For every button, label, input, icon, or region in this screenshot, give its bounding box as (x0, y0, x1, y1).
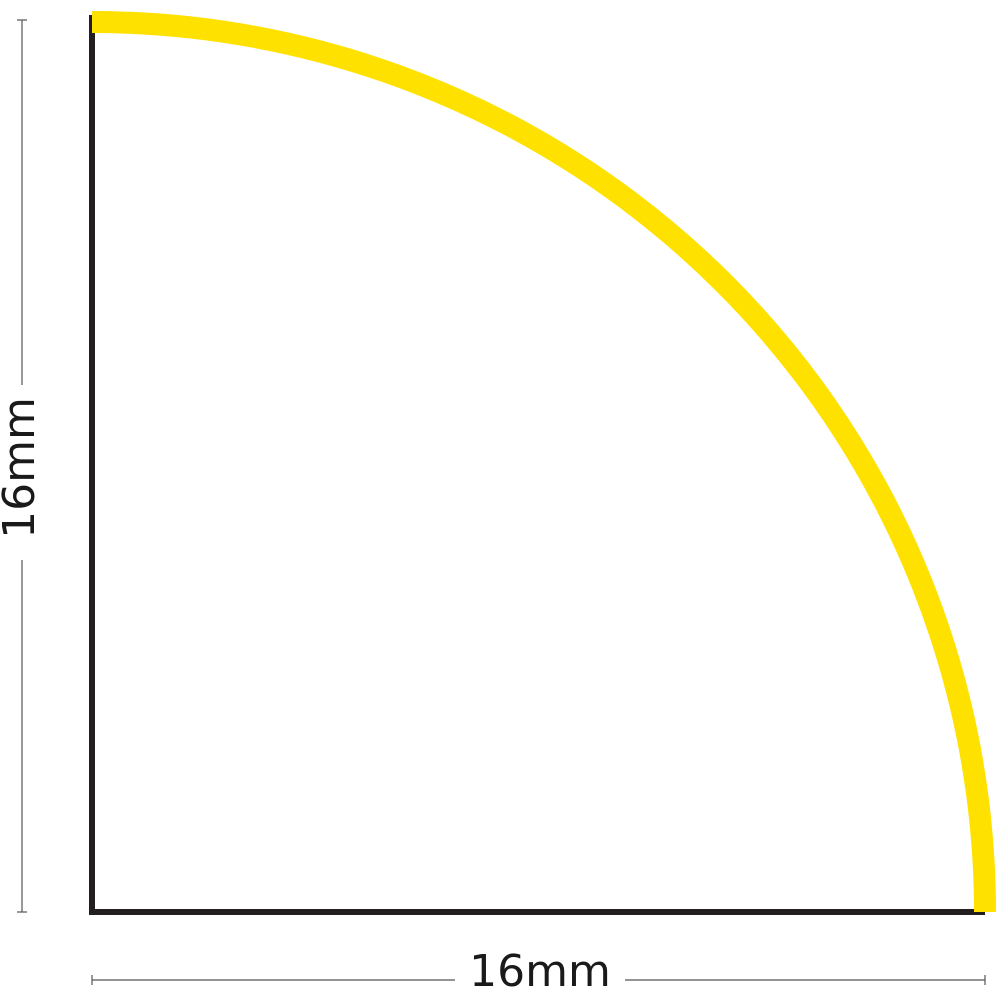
width-label: 16mm (469, 946, 611, 997)
width-dimension: 16mm (91, 946, 986, 997)
diffuser-arc (91, 11, 996, 913)
profile-outline (89, 15, 985, 915)
height-dimension: 16mm (0, 19, 45, 913)
height-label: 16mm (0, 397, 45, 539)
